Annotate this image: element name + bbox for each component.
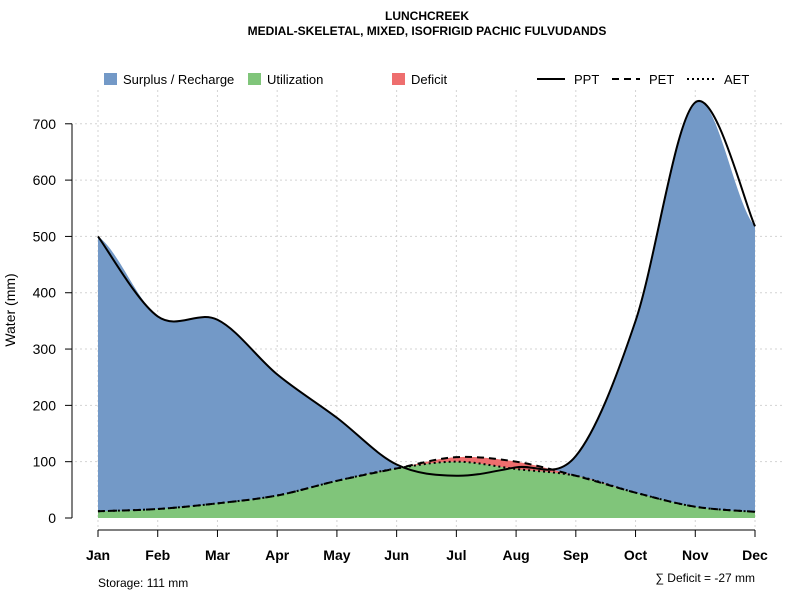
y-tick-label-300: 300 — [33, 341, 57, 357]
y-axis-label: Water (mm) — [2, 273, 18, 346]
x-tick-label-apr: Apr — [265, 547, 290, 563]
chart-title: LUNCHCREEK — [385, 9, 469, 23]
x-tick-label-oct: Oct — [624, 547, 648, 563]
y-tick-label-500: 500 — [33, 228, 57, 244]
storage-annotation: Storage: 111 mm — [98, 576, 188, 590]
legend-label-deficit: Deficit — [411, 72, 448, 87]
series-line-pet — [97, 455, 756, 513]
x-tick-label-feb: Feb — [145, 547, 170, 563]
x-tick-label-sep: Sep — [563, 547, 589, 563]
legend: Surplus / Recharge Utilization Deficit P… — [104, 72, 749, 87]
area-layer — [98, 101, 755, 518]
legend-swatch-deficit — [392, 73, 405, 85]
y-tick-label-400: 400 — [33, 285, 57, 301]
y-tick-label-200: 200 — [33, 397, 57, 413]
utilization-area — [98, 461, 755, 518]
legend-label-utilization: Utilization — [267, 72, 323, 87]
deficit-total-annotation: ∑ Deficit = -27 mm — [655, 571, 755, 585]
x-tick-label-nov: Nov — [682, 547, 709, 563]
chart-subtitle: MEDIAL-SKELETAL, MIXED, ISOFRIGID PACHIC… — [248, 24, 607, 38]
legend-label-aet: AET — [724, 72, 749, 87]
x-tick-label-may: May — [323, 547, 350, 563]
y-tick-label-0: 0 — [48, 510, 56, 526]
y-tick-label-100: 100 — [33, 454, 57, 470]
line-layer — [97, 99, 756, 513]
x-tick-label-mar: Mar — [205, 547, 230, 563]
x-tick-label-dec: Dec — [742, 547, 768, 563]
y-tick-label-700: 700 — [33, 116, 57, 132]
series-line-ppt — [97, 99, 756, 477]
x-tick-label-jun: Jun — [384, 547, 409, 563]
legend-swatch-utilization — [248, 73, 261, 85]
y-tick-label-600: 600 — [33, 172, 57, 188]
surplus-area — [98, 101, 755, 518]
axes: 0 100 200 300 400 500 600 700 Jan Feb Mar Apr May Jun… — [33, 116, 768, 563]
x-tick-label-jul: Jul — [446, 547, 466, 563]
legend-label-surplus: Surplus / Recharge — [123, 72, 234, 87]
series-line-aet — [97, 460, 756, 513]
x-tick-label-aug: Aug — [502, 547, 529, 563]
x-tick-label-jan: Jan — [86, 547, 110, 563]
legend-label-pet: PET — [649, 72, 674, 87]
legend-swatch-surplus — [104, 73, 117, 85]
legend-label-ppt: PPT — [574, 72, 599, 87]
